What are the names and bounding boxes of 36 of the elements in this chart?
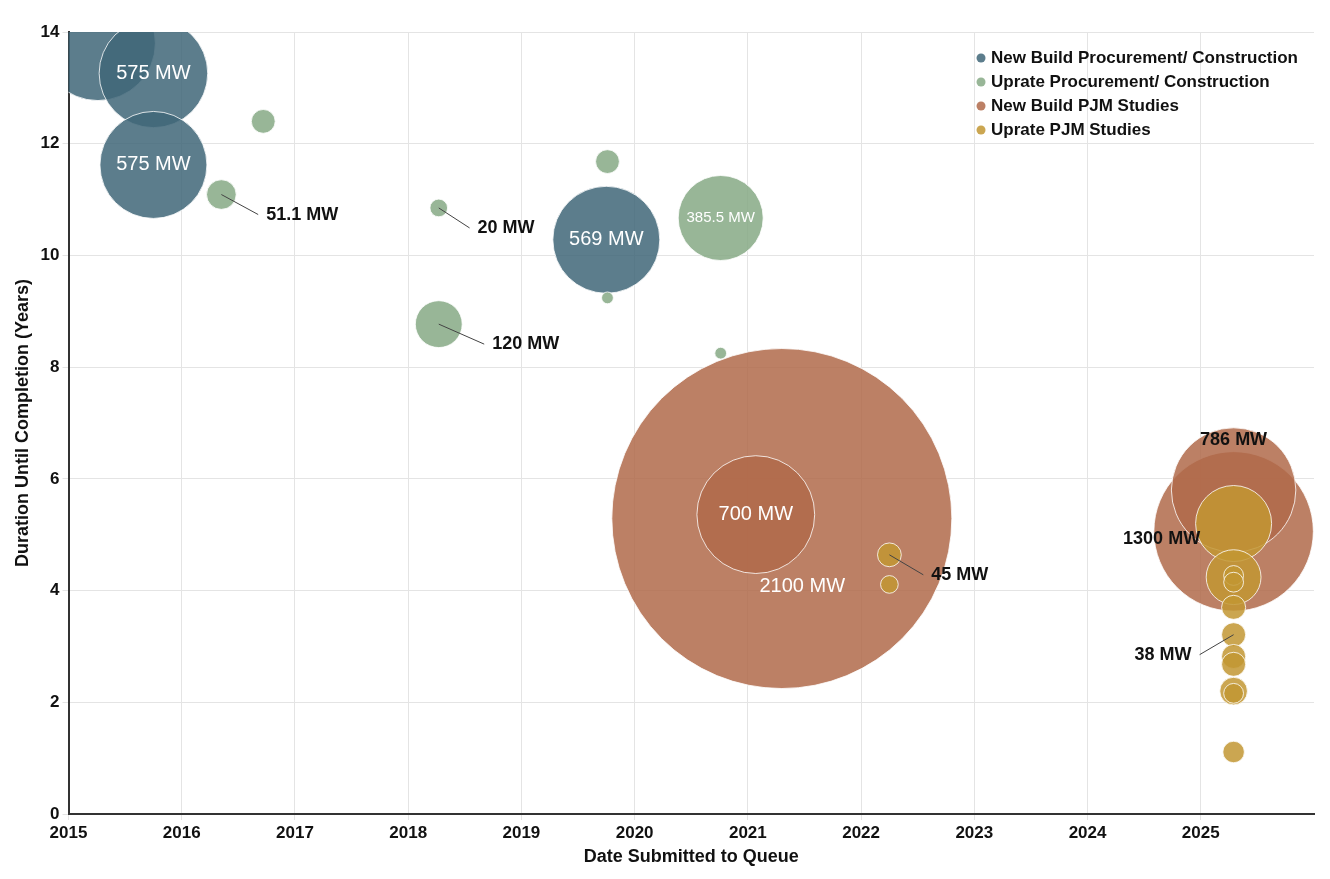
legend-label: New Build Procurement/ Construction <box>991 47 1299 67</box>
annotation: 569 MW <box>569 227 644 250</box>
annotation: 575 MW <box>116 60 191 83</box>
legend-label: Uprate PJM Studies <box>991 119 1151 139</box>
y-tick-label: 12 <box>40 133 60 153</box>
annotation: 20 MW <box>477 216 535 237</box>
x-tick-label: 2018 <box>389 822 428 842</box>
legend-label: Uprate Procurement/ Construction <box>991 71 1270 91</box>
annotation: 120 MW <box>492 333 560 354</box>
x-axis-title: Date Submitted to Queue <box>583 846 799 867</box>
x-tick-label: 2024 <box>1068 822 1107 842</box>
x-tick-label: 2023 <box>955 822 994 842</box>
x-tick-label: 2021 <box>728 822 767 842</box>
x-tick-label: 2025 <box>1181 822 1220 842</box>
x-tick-label: 2016 <box>162 822 201 842</box>
x-tick-label: 2019 <box>502 822 541 842</box>
x-tick-label: 2015 <box>49 822 88 842</box>
y-axis-title: Duration Until Completion (Years) <box>11 278 32 568</box>
y-tick-label: 10 <box>40 245 60 265</box>
x-tick-label: 2020 <box>615 822 654 842</box>
annotation: 575 MW <box>116 152 191 175</box>
y-tick-label: 6 <box>50 468 60 488</box>
x-tick-label: 2017 <box>276 822 314 842</box>
annotation: 385.5 MW <box>686 208 756 226</box>
x-tick-label: 2022 <box>842 822 881 842</box>
y-tick-label: 0 <box>50 803 60 823</box>
annotation: 51.1 MW <box>266 203 339 224</box>
y-tick-label: 2 <box>50 691 60 711</box>
y-tick-label: 4 <box>50 580 61 600</box>
legend-label: New Build PJM Studies <box>991 95 1180 115</box>
annotation: 2100 MW <box>759 574 846 597</box>
annotation: 38 MW <box>1134 643 1192 664</box>
y-tick-label: 8 <box>50 356 60 376</box>
y-tick-label: 14 <box>40 21 61 41</box>
annotation: 786 MW <box>1200 428 1268 449</box>
annotation: 700 MW <box>718 502 794 525</box>
